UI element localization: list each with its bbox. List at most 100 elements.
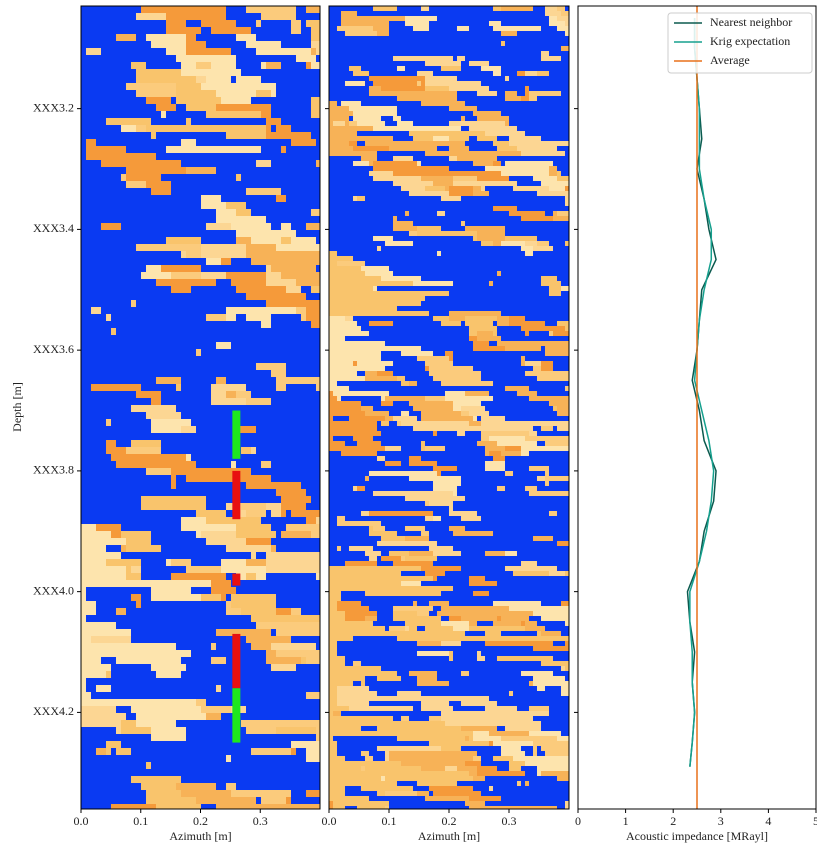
image-cell bbox=[131, 62, 136, 69]
image-cell bbox=[166, 48, 171, 55]
image-cell bbox=[126, 594, 131, 601]
image-cell bbox=[96, 83, 101, 90]
image-cell bbox=[181, 48, 186, 55]
image-cell bbox=[141, 678, 146, 685]
image-cell bbox=[256, 440, 261, 447]
image-cell bbox=[266, 531, 271, 538]
image-cell bbox=[176, 461, 181, 468]
image-cell bbox=[261, 251, 266, 258]
image-cell bbox=[286, 272, 291, 279]
image-cell bbox=[116, 20, 121, 27]
image-cell bbox=[256, 664, 261, 671]
image-cell bbox=[181, 356, 186, 363]
image-cell bbox=[251, 27, 256, 34]
image-cell bbox=[211, 293, 216, 300]
image-cell bbox=[191, 412, 196, 419]
image-cell bbox=[201, 34, 206, 41]
image-cell bbox=[166, 713, 171, 720]
image-cell bbox=[196, 195, 201, 202]
image-cell bbox=[246, 776, 251, 783]
image-cell bbox=[121, 34, 126, 41]
image-cell bbox=[166, 174, 171, 181]
image-cell bbox=[151, 489, 156, 496]
image-cell bbox=[161, 132, 166, 139]
image-cell bbox=[216, 524, 221, 531]
image-cell bbox=[186, 790, 191, 797]
image-cell bbox=[141, 580, 146, 587]
image-cell bbox=[121, 265, 126, 272]
image-cell bbox=[86, 258, 91, 265]
image-cell bbox=[136, 685, 141, 692]
image-cell bbox=[111, 755, 116, 762]
image-cell bbox=[131, 741, 136, 748]
image-cell bbox=[171, 720, 176, 727]
image-cell bbox=[186, 216, 191, 223]
image-cell bbox=[271, 300, 276, 307]
image-cell bbox=[121, 69, 126, 76]
image-cell bbox=[116, 209, 121, 216]
image-cell bbox=[221, 419, 226, 426]
image-cell bbox=[171, 657, 176, 664]
image-cell bbox=[266, 48, 271, 55]
image-cell bbox=[131, 69, 136, 76]
image-cell bbox=[261, 384, 266, 391]
image-cell bbox=[246, 118, 251, 125]
image-cell bbox=[136, 321, 141, 328]
image-cell bbox=[146, 622, 151, 629]
image-cell bbox=[271, 342, 276, 349]
image-cell bbox=[171, 377, 176, 384]
image-cell bbox=[246, 804, 251, 809]
image-cell bbox=[186, 412, 191, 419]
image-cell bbox=[121, 692, 126, 699]
image-cell bbox=[126, 587, 131, 594]
image-cell bbox=[266, 356, 271, 363]
image-cell bbox=[221, 167, 226, 174]
image-cell bbox=[261, 139, 266, 146]
image-cell bbox=[141, 608, 146, 615]
image-cell bbox=[251, 797, 256, 804]
image-cell bbox=[96, 545, 101, 552]
image-cell bbox=[286, 34, 291, 41]
image-cell bbox=[261, 132, 266, 139]
image-cell bbox=[201, 153, 206, 160]
image-cell bbox=[286, 594, 291, 601]
image-cell bbox=[181, 76, 186, 83]
image-cell bbox=[86, 265, 91, 272]
image-cell bbox=[181, 671, 186, 678]
image-cell bbox=[231, 377, 236, 384]
image-cell bbox=[186, 433, 191, 440]
image-cell bbox=[116, 167, 121, 174]
image-cell bbox=[266, 349, 271, 356]
image-cell bbox=[141, 405, 146, 412]
image-cell bbox=[116, 517, 121, 524]
image-cell bbox=[271, 741, 276, 748]
image-cell bbox=[226, 496, 231, 503]
image-cell bbox=[261, 174, 266, 181]
image-cell bbox=[151, 69, 156, 76]
image-cell bbox=[201, 293, 206, 300]
image-cell bbox=[291, 188, 296, 195]
image-cell bbox=[216, 300, 221, 307]
image-cell bbox=[91, 195, 96, 202]
image-cell bbox=[121, 328, 126, 335]
image-cell bbox=[256, 482, 261, 489]
image-cell bbox=[261, 237, 266, 244]
image-cell bbox=[151, 461, 156, 468]
image-cell bbox=[141, 419, 146, 426]
image-cell bbox=[81, 76, 86, 83]
image-cell bbox=[276, 531, 281, 538]
image-cell bbox=[266, 566, 271, 573]
image-cell bbox=[181, 391, 186, 398]
image-cell bbox=[226, 650, 231, 657]
image-cell bbox=[86, 440, 91, 447]
image-cell bbox=[241, 27, 246, 34]
image-cell bbox=[231, 279, 236, 286]
image-cell bbox=[91, 412, 96, 419]
image-cell bbox=[206, 132, 211, 139]
image-cell bbox=[191, 279, 196, 286]
image-cell bbox=[251, 762, 256, 769]
image-cell bbox=[221, 769, 226, 776]
image-cell bbox=[91, 216, 96, 223]
image-cell bbox=[261, 153, 266, 160]
image-cell bbox=[191, 748, 196, 755]
